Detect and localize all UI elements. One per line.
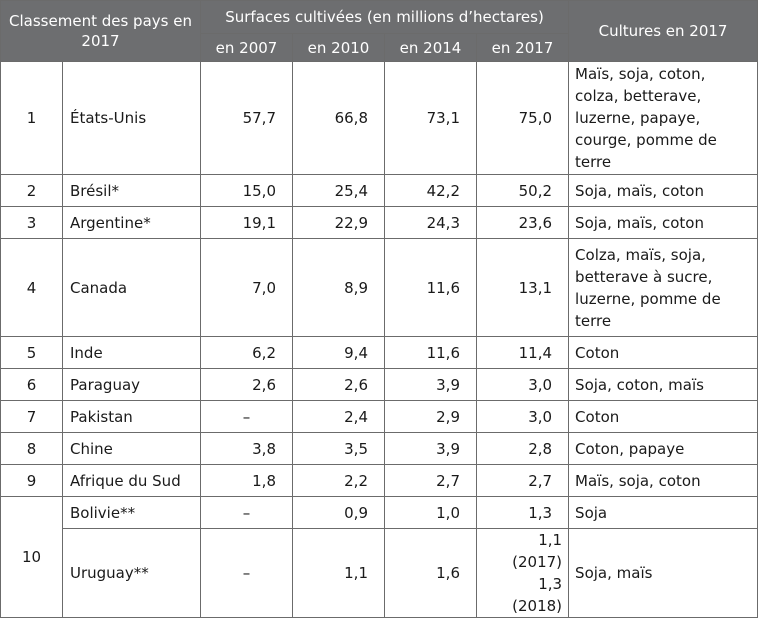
table-row: 2 Brésil* 15,0 25,4 42,2 50,2 Soja, maïs…: [0, 174, 759, 207]
table-row: 8 Chine 3,8 3,5 3,9 2,8 Coton, papaye: [0, 432, 759, 465]
value-2014-cell: 1,6: [384, 528, 477, 618]
country-cell: Afrique du Sud: [62, 464, 201, 497]
crops-cell: Soja, maïs, coton: [568, 206, 759, 239]
value-2010-cell: 0,9: [292, 496, 385, 529]
rank-cell: 9: [0, 464, 63, 497]
value-2014-cell: 2,9: [384, 400, 477, 433]
rank-cell: 10: [0, 496, 63, 618]
table-row: 1 États-Unis 57,7 66,8 73,1 75,0 Maïs, s…: [0, 61, 759, 175]
country-cell: Bolivie**: [62, 496, 201, 529]
rank-cell: 4: [0, 238, 63, 337]
rank-cell: 2: [0, 174, 63, 207]
value-2010-cell: 22,9: [292, 206, 385, 239]
year-header-2007: en 2007: [200, 33, 293, 62]
value-2014-cell: 3,9: [384, 368, 477, 401]
country-cell: Argentine*: [62, 206, 201, 239]
country-cell: Paraguay: [62, 368, 201, 401]
value-2007-cell: 15,0: [200, 174, 293, 207]
country-cell: États-Unis: [62, 61, 201, 175]
table-row: 5 Inde 6,2 9,4 11,6 11,4 Coton: [0, 336, 759, 369]
table-row: 3 Argentine* 19,1 22,9 24,3 23,6 Soja, m…: [0, 206, 759, 239]
value-2010-cell: 2,2: [292, 464, 385, 497]
crops-cell: Coton, papaye: [568, 432, 759, 465]
value-2007-cell: 57,7: [200, 61, 293, 175]
country-cell: Chine: [62, 432, 201, 465]
table-row: 6 Paraguay 2,6 2,6 3,9 3,0 Soja, coton, …: [0, 368, 759, 401]
value-2007-cell: 7,0: [200, 238, 293, 337]
value-2010-cell: 2,4: [292, 400, 385, 433]
value-2010-cell: 2,6: [292, 368, 385, 401]
header-row-1: Classement des pays en 2017 Surfaces cul…: [0, 0, 759, 62]
value-2017-cell: 2,8: [475, 432, 570, 465]
value-2007-cell: –: [200, 496, 293, 529]
value-2007-cell: 1,8: [200, 464, 293, 497]
value-2010-cell: 1,1: [292, 528, 385, 618]
value-2017-cell: 11,4: [475, 336, 570, 369]
value-2017-cell: 1,1 (2017) 1,3 (2018): [475, 528, 570, 618]
value-2007-cell: 6,2: [200, 336, 293, 369]
crops-cell: Soja: [568, 496, 759, 529]
value-2014-cell: 11,6: [384, 336, 477, 369]
value-2017-cell: 2,7: [475, 464, 570, 497]
rank-cell: 5: [0, 336, 63, 369]
value-2017-cell: 23,6: [475, 206, 570, 239]
value-2007-cell: 2,6: [200, 368, 293, 401]
rank-column-header: Classement des pays en 2017: [0, 0, 201, 62]
value-2014-cell: 11,6: [384, 238, 477, 337]
rank-cell: 6: [0, 368, 63, 401]
year-header-2014: en 2014: [384, 33, 477, 62]
rank-cell: 1: [0, 61, 63, 175]
crops-cell: Soja, maïs, coton: [568, 174, 759, 207]
value-2014-cell: 2,7: [384, 464, 477, 497]
country-cell: Brésil*: [62, 174, 201, 207]
value-2007-cell: 3,8: [200, 432, 293, 465]
rank-cell: 3: [0, 206, 63, 239]
value-2014-cell: 73,1: [384, 61, 477, 175]
header-row-2: en 2007 en 2010 en 2014 en 2017: [1, 33, 758, 62]
table-row: 9 Afrique du Sud 1,8 2,2 2,7 2,7 Maïs, s…: [0, 464, 759, 497]
table-row: 4 Canada 7,0 8,9 11,6 13,1 Colza, maïs, …: [0, 238, 759, 337]
value-2014-cell: 42,2: [384, 174, 477, 207]
value-2010-cell: 9,4: [292, 336, 385, 369]
value-2017-cell: 1,3: [475, 496, 570, 529]
rank-cell: 8: [0, 432, 63, 465]
value-2017-cell: 50,2: [475, 174, 570, 207]
rank-cell: 7: [0, 400, 63, 433]
value-2007-cell: –: [200, 528, 293, 618]
value-2010-cell: 3,5: [292, 432, 385, 465]
table-row: Uruguay** – 1,1 1,6 1,1 (2017) 1,3 (2018…: [1, 528, 759, 618]
value-2017-cell: 13,1: [475, 238, 570, 337]
value-2014-cell: 24,3: [384, 206, 477, 239]
value-2007-cell: 19,1: [200, 206, 293, 239]
crops-column-header: Cultures en 2017: [568, 0, 759, 62]
value-2010-cell: 8,9: [292, 238, 385, 337]
crops-cell: Soja, coton, maïs: [568, 368, 759, 401]
crops-cell: Soja, maïs: [568, 528, 759, 618]
value-2010-cell: 25,4: [292, 174, 385, 207]
crops-cell: Coton: [568, 400, 759, 433]
table-row: 10 Bolivie** – 0,9 1,0 1,3 Soja: [0, 496, 759, 618]
value-2014-cell: 1,0: [384, 496, 477, 529]
value-2007-cell: –: [200, 400, 293, 433]
value-2017-cell: 75,0: [475, 61, 570, 175]
surfaces-group-header: Surfaces cultivées (en millions d’hectar…: [199, 0, 570, 34]
value-2014-cell: 3,9: [384, 432, 477, 465]
crops-cell: Colza, maïs, soja, betterave à sucre, lu…: [568, 238, 759, 337]
value-2017-cell: 3,0: [475, 368, 570, 401]
country-cell: Canada: [62, 238, 201, 337]
value-2017-cell: 3,0: [475, 400, 570, 433]
crops-cell: Maïs, soja, coton, colza, betterave, luz…: [568, 61, 759, 175]
crops-cell: Maïs, soja, coton: [568, 464, 759, 497]
crops-cell: Coton: [568, 336, 759, 369]
value-2018-line: 1,3 (2018): [512, 575, 563, 615]
year-header-2010: en 2010: [292, 33, 385, 62]
value-2010-cell: 66,8: [292, 61, 385, 175]
value-2017-line: 1,1 (2017): [512, 531, 563, 571]
table-row: 7 Pakistan – 2,4 2,9 3,0 Coton: [0, 400, 759, 433]
country-cell: Pakistan: [62, 400, 201, 433]
year-header-2017: en 2017: [475, 33, 570, 62]
country-cell: Inde: [62, 336, 201, 369]
country-cell: Uruguay**: [62, 528, 201, 618]
